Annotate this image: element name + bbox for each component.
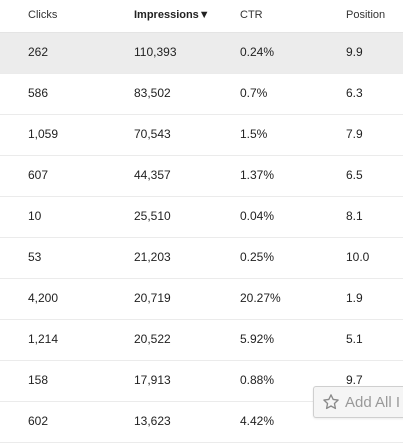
cell-position: 9.9 [346,45,363,59]
cell-position: 7.9 [346,127,363,141]
cell-impressions: 17,913 [134,373,171,387]
cell-position: 5.1 [346,332,363,346]
cell-impressions: 13,623 [134,414,171,428]
cell-ctr: 5.92% [240,332,275,346]
cell-clicks: 607 [28,168,49,182]
table-row[interactable]: 262 110,393 0.24% 9.9 [0,33,403,74]
cell-impressions: 25,510 [134,209,171,223]
cell-ctr: 0.25% [240,250,275,264]
star-icon [323,394,339,410]
add-all-label: Add All I [345,393,401,411]
cell-clicks: 53 [28,250,42,264]
cell-position: 8.1 [346,209,363,223]
table-row[interactable]: 1,214 20,522 5.92% 5.1 [0,320,403,361]
table-row[interactable]: 1,059 70,543 1.5% 7.9 [0,115,403,156]
cell-clicks: 262 [28,45,49,59]
cell-impressions: 110,393 [134,45,177,59]
cell-impressions: 70,543 [134,127,171,141]
cell-ctr: 4.42% [240,414,275,428]
column-header-position[interactable]: Position [346,9,386,21]
cell-clicks: 1,059 [28,127,59,141]
cell-impressions: 83,502 [134,86,171,100]
cell-position: 6.3 [346,86,363,100]
cell-clicks: 158 [28,373,49,387]
table-body: 262 110,393 0.24% 9.9 586 83,502 0.7% 6.… [0,33,403,443]
table-row[interactable]: 10 25,510 0.04% 8.1 [0,197,403,238]
column-header-impressions[interactable]: Impressions▼ [134,9,210,21]
cell-ctr: 0.88% [240,373,275,387]
cell-ctr: 0.24% [240,45,275,59]
cell-clicks: 602 [28,414,49,428]
cell-clicks: 4,200 [28,291,59,305]
table-row[interactable]: 4,200 20,719 20.27% 1.9 [0,279,403,320]
table-row[interactable]: 53 21,203 0.25% 10.0 [0,238,403,279]
cell-ctr: 0.7% [240,86,268,100]
cell-clicks: 10 [28,209,42,223]
cell-clicks: 586 [28,86,49,100]
cell-ctr: 20.27% [240,291,281,305]
table-row[interactable]: 158 17,913 0.88% 9.7 [0,361,403,402]
table-header: Clicks Impressions▼ CTR Position [0,0,403,33]
table-row[interactable]: 586 83,502 0.7% 6.3 [0,74,403,115]
cell-position: 9.7 [346,373,363,387]
table-row[interactable]: 607 44,357 1.37% 6.5 [0,156,403,197]
add-all-button[interactable]: Add All I [313,386,403,418]
cell-impressions: 21,203 [134,250,171,264]
cell-ctr: 1.37% [240,168,275,182]
column-header-ctr[interactable]: CTR [240,9,263,21]
cell-position: 1.9 [346,291,363,305]
cell-position: 6.5 [346,168,363,182]
cell-clicks: 1,214 [28,332,59,346]
cell-ctr: 0.04% [240,209,275,223]
column-header-clicks[interactable]: Clicks [28,9,58,21]
cell-impressions: 20,719 [134,291,171,305]
cell-ctr: 1.5% [240,127,268,141]
cell-impressions: 44,357 [134,168,171,182]
cell-position: 10.0 [346,250,370,264]
cell-impressions: 20,522 [134,332,171,346]
